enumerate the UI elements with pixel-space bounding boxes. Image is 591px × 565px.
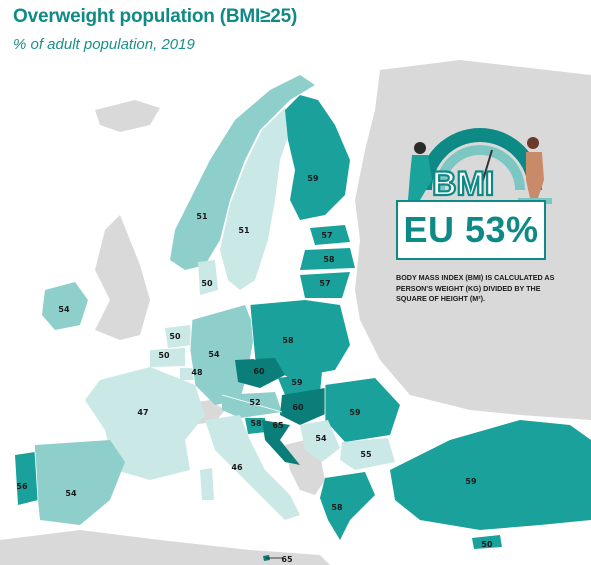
bulgaria-value-label: 55 (360, 450, 372, 459)
finland-value-label: 59 (307, 174, 319, 183)
finland-region (285, 95, 350, 220)
bmi-definition-note: BODY MASS INDEX (BMI) IS CALCULATED AS P… (396, 273, 555, 303)
slovakia-value-label: 59 (291, 378, 303, 387)
hungary-value-label: 60 (292, 403, 304, 412)
serbia-value-label: 54 (315, 434, 327, 443)
netherlands-region (165, 325, 192, 348)
uk-land (95, 215, 150, 340)
sardinia-region (200, 468, 214, 500)
spain-value-label: 54 (65, 489, 77, 498)
cyprus-value-label: 50 (481, 540, 493, 549)
iceland-land (95, 100, 160, 132)
latvia-value-label: 58 (323, 255, 335, 264)
greece-region (320, 472, 375, 540)
germany-region (190, 305, 255, 405)
czechia-region (235, 358, 285, 388)
bmi-text: BMI (432, 165, 494, 203)
person-left-head (414, 142, 426, 154)
turkey-region (390, 420, 591, 530)
eu-average-value: EU 53% (403, 209, 539, 250)
poland-value-label: 58 (282, 336, 294, 345)
bmi-gauge-inner (435, 145, 525, 191)
sweden-value-label: 51 (238, 226, 250, 235)
bmi-illustration: BMI (408, 128, 552, 204)
country-labels: 59 51 51 57 58 57 50 54 50 50 48 54 58 60 59 52 60 59 47 58… (16, 174, 493, 564)
cyprus-region (472, 535, 502, 549)
bulgaria-region (340, 438, 395, 470)
person-right-body (526, 152, 544, 198)
portugal-value-label: 56 (16, 482, 28, 491)
norway-value-label: 51 (196, 212, 208, 221)
estonia-value-label: 57 (321, 231, 332, 240)
italy-region (205, 415, 300, 520)
africa-land (0, 530, 330, 565)
slovenia-value-label: 58 (250, 419, 262, 428)
country-borders (34, 304, 326, 501)
person-left-body (408, 155, 432, 200)
page-subtitle: % of adult population, 2019 (13, 36, 195, 53)
latvia-region (300, 248, 355, 270)
gauge-needle (479, 149, 493, 191)
portugal-region (15, 452, 38, 505)
ireland-value-label: 54 (58, 305, 70, 314)
serbia-region (300, 420, 340, 462)
denmark-value-label: 50 (201, 279, 213, 288)
estonia-region (310, 225, 350, 245)
romania-region (325, 378, 400, 442)
denmark-region (198, 260, 218, 295)
slovakia-region (278, 372, 322, 395)
croatia-value-label: 65 (272, 421, 284, 430)
netherlands-value-label: 50 (169, 332, 181, 341)
germany-value-label: 54 (208, 350, 220, 359)
italy-value-label: 46 (231, 463, 243, 472)
ireland-region (42, 282, 88, 330)
page-title: Overweight population (BMI≥25) (13, 6, 298, 27)
slovenia-region (245, 418, 266, 434)
greece-value-label: 58 (331, 503, 343, 512)
belgium-region (150, 348, 185, 367)
france-value-label: 47 (137, 408, 148, 417)
austria-value-label: 52 (249, 398, 260, 407)
croatia-region (262, 420, 300, 465)
turkey-value-label: 59 (465, 477, 477, 486)
belgium-value-label: 50 (158, 351, 170, 360)
lithuania-value-label: 57 (319, 279, 330, 288)
norway-region (170, 75, 315, 270)
spain-region (35, 440, 125, 525)
malta-value-label: 65 (281, 555, 293, 564)
luxembourg-region (180, 368, 196, 380)
austria-region (222, 392, 282, 418)
person-right-head (527, 137, 539, 149)
romania-value-label: 59 (349, 408, 361, 417)
czechia-value-label: 60 (253, 367, 265, 376)
sweden-region (220, 108, 292, 290)
lithuania-region (300, 272, 350, 298)
luxembourg-value-label: 48 (191, 368, 203, 377)
hungary-region (280, 388, 330, 425)
eu-average-box: EU 53% (396, 200, 546, 260)
